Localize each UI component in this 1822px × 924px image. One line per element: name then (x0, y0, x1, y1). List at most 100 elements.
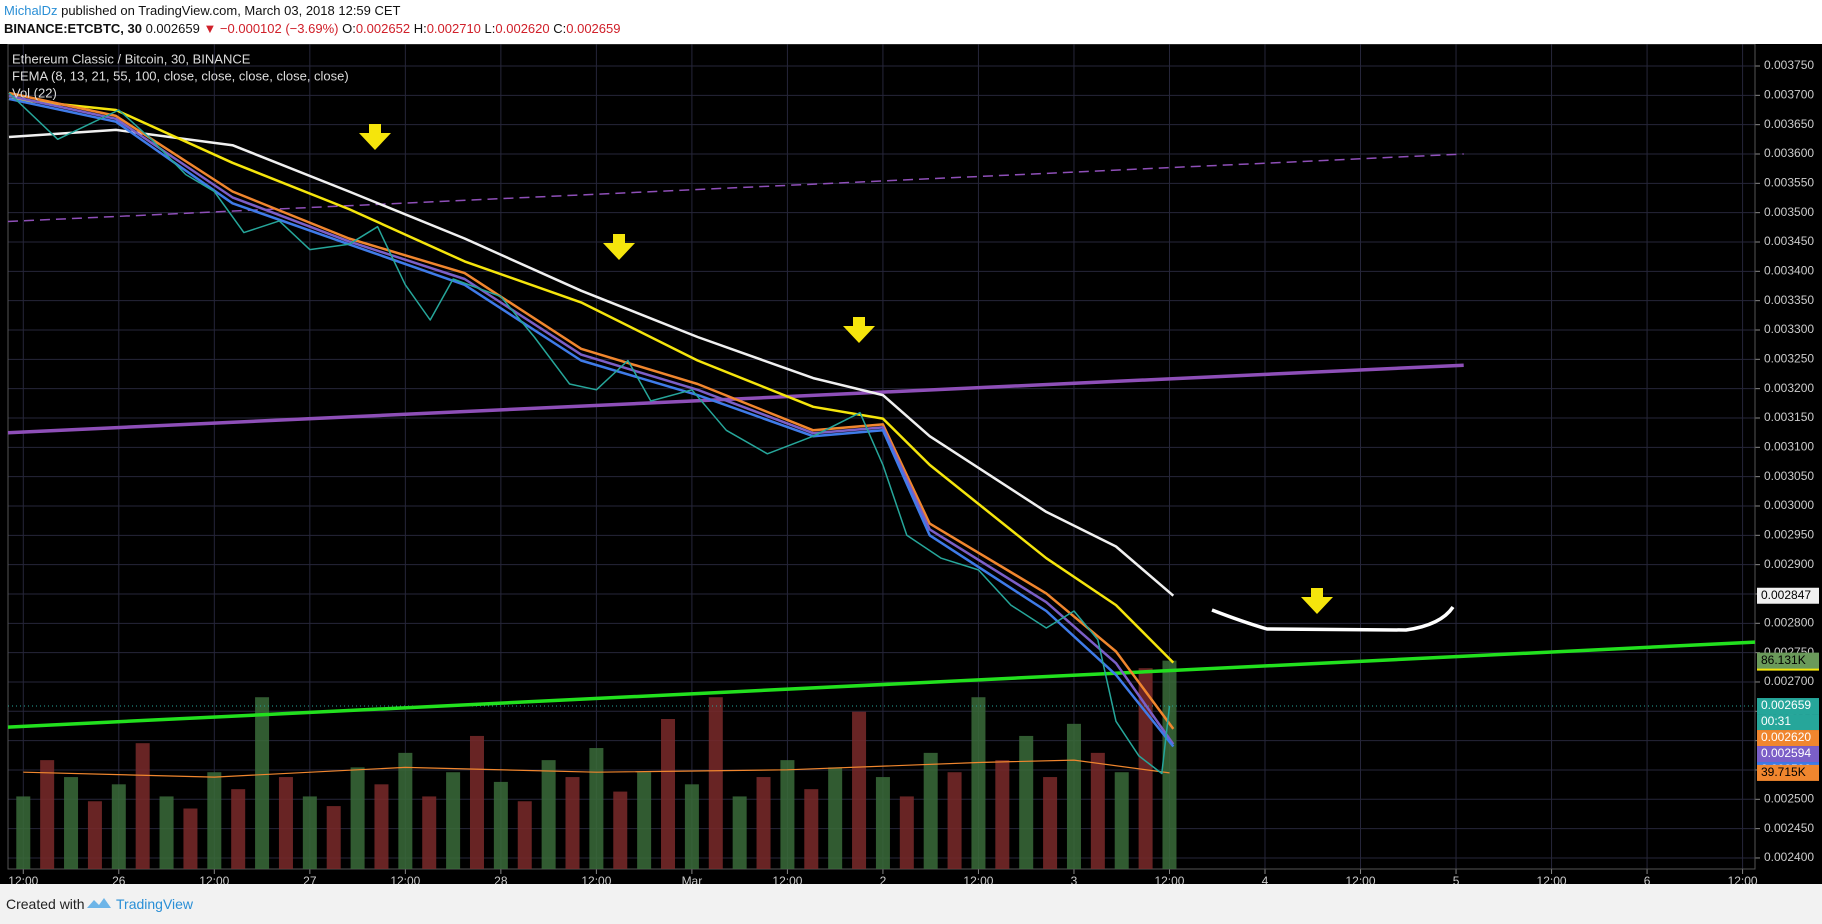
ohlc-key: C: (553, 21, 567, 36)
footer: Created with TradingView (0, 884, 1822, 924)
author-link[interactable]: MichalDz (4, 3, 58, 18)
y-tick-label: 0.002900 (1764, 557, 1814, 571)
x-tick-label: 12:00 (963, 874, 993, 884)
ohlc-value: 0.002659 (566, 21, 621, 36)
ohlc-value: 0.002652 (355, 21, 411, 36)
arrow (843, 317, 875, 343)
y-tick-label: 0.003050 (1764, 469, 1814, 483)
volume-bar (40, 760, 55, 869)
y-tick-label: 0.003650 (1764, 117, 1814, 131)
volume-bar (732, 796, 747, 869)
volume-bar (875, 777, 890, 869)
ohlc-value: 0.002620 (495, 21, 550, 36)
y-tick-label: 0.002400 (1764, 850, 1814, 864)
y-tick-label: 0.003450 (1764, 234, 1814, 248)
volume-bar (1066, 723, 1081, 869)
arrow (1301, 588, 1333, 614)
price-badge (1757, 587, 1819, 604)
price-badge (1757, 746, 1819, 763)
x-tick-label: 12:00 (772, 874, 802, 884)
volume-bar (111, 784, 126, 869)
ema-line (8, 94, 1175, 745)
price-badge-label: 0.002594 (1761, 746, 1811, 760)
legend-fema: FEMA (8, 13, 21, 55, 100, close, close, … (12, 68, 349, 83)
brand-link[interactable]: TradingView (116, 896, 194, 912)
arrow (603, 234, 635, 260)
volume-bar (780, 760, 795, 869)
volume-bar (159, 796, 174, 869)
volume-bar (1138, 668, 1153, 869)
y-tick-label: 0.003700 (1764, 88, 1814, 102)
bracket-drawing (1211, 605, 1455, 632)
x-tick-label: 4 (1262, 874, 1269, 884)
ema-line (8, 91, 1175, 730)
volume-bar (637, 772, 652, 869)
x-tick-label: 12:00 (390, 874, 420, 884)
ema-line (8, 97, 1175, 664)
change: ▼ −0.000102 (−3.69%) (203, 21, 339, 36)
y-tick-label: 0.003550 (1764, 176, 1814, 190)
volume-ma (23, 759, 1170, 778)
volume-bar (255, 697, 270, 869)
x-tick-label: 12:00 (1346, 874, 1376, 884)
volume-bar (661, 719, 676, 869)
ema-line (8, 128, 1175, 597)
y-tick-label: 0.003350 (1764, 293, 1814, 307)
volume-bar (231, 789, 246, 869)
volume-bar (565, 777, 580, 869)
price: 0.002659 (145, 21, 200, 36)
volume-bar (493, 781, 508, 869)
volume-bar (756, 777, 771, 869)
volume-bar (1019, 735, 1034, 869)
y-tick-label: 0.002700 (1764, 674, 1814, 688)
volume-bar (1090, 752, 1105, 869)
volume-bar (899, 796, 914, 869)
chart-background (0, 44, 1822, 884)
x-tick-label: 12:00 (1154, 874, 1184, 884)
x-tick-label: 2 (880, 874, 887, 884)
y-tick-label: 0.003250 (1764, 351, 1814, 365)
y-tick-label: 0.003400 (1764, 263, 1814, 277)
ohlc-key: O: (342, 21, 356, 36)
trend-line (7, 640, 1756, 729)
x-tick-label: 12:00 (199, 874, 229, 884)
legend-symbol: Ethereum Classic / Bitcoin, 30, BINANCE (12, 51, 251, 66)
x-tick-label: 3 (1071, 874, 1078, 884)
logo (87, 898, 111, 908)
y-tick-label: 0.002450 (1764, 821, 1814, 835)
y-tick-label: 0.002950 (1764, 527, 1814, 541)
x-tick-label: 6 (1644, 874, 1651, 884)
chart: 0.0024000.0024500.0025000.0025500.002600… (0, 44, 1822, 884)
countdown-badge (1757, 714, 1819, 731)
ohlc-key: L: (484, 21, 496, 36)
created-with: Created with (6, 896, 85, 912)
price-badge-label: 0.002620 (1761, 730, 1811, 744)
price-badge (1757, 698, 1819, 715)
x-tick-label: 12:00 (1728, 874, 1758, 884)
volume-bar (589, 748, 604, 869)
volume-bar (995, 760, 1010, 869)
x-tick-label: 5 (1453, 874, 1460, 884)
volume-badge (1757, 652, 1819, 669)
arrow (359, 124, 391, 150)
price-badge (1757, 730, 1819, 747)
price-badge-label: 0.002659 (1761, 698, 1811, 712)
volume-bar (947, 772, 962, 869)
volume-bar (971, 697, 986, 869)
y-tick-label: 0.003150 (1764, 410, 1814, 424)
header-line: MichalDz published on TradingView.com, M… (4, 3, 401, 18)
annotations (359, 124, 1455, 632)
volume-bar (469, 735, 484, 869)
y-tick-label: 0.002500 (1764, 791, 1814, 805)
volume-bar (16, 796, 31, 869)
volume-bar (446, 772, 461, 869)
y-tick-label: 0.003000 (1764, 498, 1814, 512)
x-tick-label: 12:00 (581, 874, 611, 884)
volume-bar (302, 796, 317, 869)
symbol-line: BINANCE:ETCBTC, 30 0.002659 ▼ −0.000102 … (4, 21, 620, 36)
x-tick-label: 28 (494, 874, 508, 884)
volume-bar (852, 711, 867, 869)
x-tick-label: Mar (682, 874, 703, 884)
volume-bar (708, 697, 723, 869)
volume-bar (374, 784, 389, 869)
